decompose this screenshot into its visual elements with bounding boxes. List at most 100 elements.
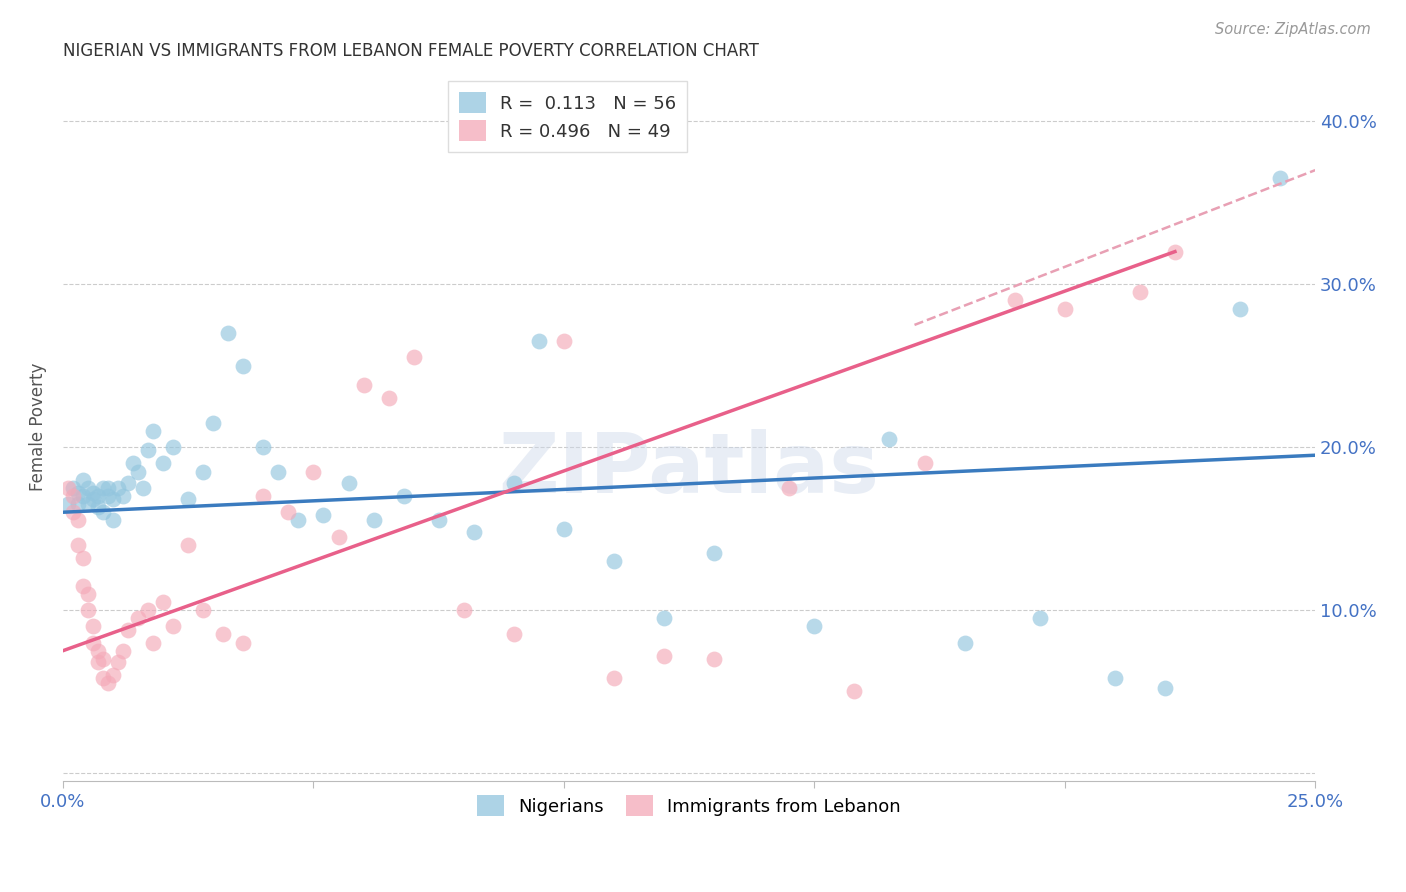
Point: [914, 456, 936, 470]
Point: [1268, 171, 1291, 186]
Legend: Nigerians, Immigrants from Lebanon: Nigerians, Immigrants from Lebanon: [468, 786, 910, 825]
Text: NIGERIAN VS IMMIGRANTS FROM LEBANON FEMALE POVERTY CORRELATION CHART: NIGERIAN VS IMMIGRANTS FROM LEBANON FEMA…: [63, 42, 759, 60]
Point: [232, 359, 254, 373]
Point: [142, 635, 165, 649]
Point: [162, 619, 184, 633]
Point: [136, 443, 159, 458]
Point: [101, 492, 124, 507]
Point: [117, 475, 139, 490]
Point: [112, 489, 135, 503]
Point: [122, 456, 145, 470]
Y-axis label: Female Poverty: Female Poverty: [30, 362, 46, 491]
Point: [377, 391, 399, 405]
Point: [62, 489, 84, 503]
Point: [62, 505, 84, 519]
Point: [72, 489, 94, 503]
Point: [652, 648, 675, 663]
Point: [152, 456, 174, 470]
Point: [252, 489, 274, 503]
Point: [177, 538, 200, 552]
Point: [427, 513, 450, 527]
Point: [202, 416, 225, 430]
Point: [117, 623, 139, 637]
Point: [1154, 681, 1177, 695]
Point: [77, 497, 100, 511]
Point: [107, 655, 129, 669]
Point: [1164, 244, 1187, 259]
Point: [97, 481, 120, 495]
Text: ZIPatlas: ZIPatlas: [499, 429, 880, 509]
Point: [87, 655, 110, 669]
Point: [252, 440, 274, 454]
Point: [177, 492, 200, 507]
Point: [107, 481, 129, 495]
Point: [212, 627, 235, 641]
Point: [402, 351, 425, 365]
Point: [778, 481, 800, 495]
Point: [101, 668, 124, 682]
Point: [193, 603, 215, 617]
Point: [232, 635, 254, 649]
Point: [77, 587, 100, 601]
Point: [77, 481, 100, 495]
Point: [112, 643, 135, 657]
Point: [82, 635, 104, 649]
Point: [82, 485, 104, 500]
Point: [652, 611, 675, 625]
Point: [527, 334, 550, 349]
Point: [1229, 301, 1251, 316]
Point: [879, 432, 901, 446]
Point: [87, 489, 110, 503]
Point: [703, 546, 725, 560]
Point: [72, 473, 94, 487]
Point: [101, 513, 124, 527]
Point: [1104, 672, 1126, 686]
Point: [603, 554, 626, 568]
Point: [302, 465, 325, 479]
Point: [267, 465, 290, 479]
Point: [67, 538, 90, 552]
Point: [72, 550, 94, 565]
Point: [603, 672, 626, 686]
Point: [127, 611, 149, 625]
Point: [392, 489, 415, 503]
Point: [67, 485, 90, 500]
Point: [217, 326, 239, 340]
Point: [277, 505, 299, 519]
Point: [136, 603, 159, 617]
Point: [132, 481, 155, 495]
Point: [91, 481, 114, 495]
Point: [502, 627, 524, 641]
Point: [77, 603, 100, 617]
Point: [162, 440, 184, 454]
Point: [353, 378, 375, 392]
Point: [91, 652, 114, 666]
Point: [72, 578, 94, 592]
Point: [127, 465, 149, 479]
Point: [91, 672, 114, 686]
Point: [152, 595, 174, 609]
Point: [97, 676, 120, 690]
Point: [67, 497, 90, 511]
Point: [82, 619, 104, 633]
Point: [67, 513, 90, 527]
Point: [312, 508, 335, 523]
Point: [62, 481, 84, 495]
Point: [703, 652, 725, 666]
Point: [87, 500, 110, 515]
Point: [193, 465, 215, 479]
Point: [97, 489, 120, 503]
Point: [1129, 285, 1152, 300]
Point: [82, 492, 104, 507]
Point: [56, 481, 79, 495]
Point: [328, 530, 350, 544]
Point: [91, 505, 114, 519]
Point: [56, 497, 79, 511]
Point: [453, 603, 475, 617]
Point: [1004, 293, 1026, 308]
Point: [1053, 301, 1076, 316]
Point: [463, 524, 485, 539]
Point: [363, 513, 385, 527]
Point: [803, 619, 825, 633]
Point: [142, 424, 165, 438]
